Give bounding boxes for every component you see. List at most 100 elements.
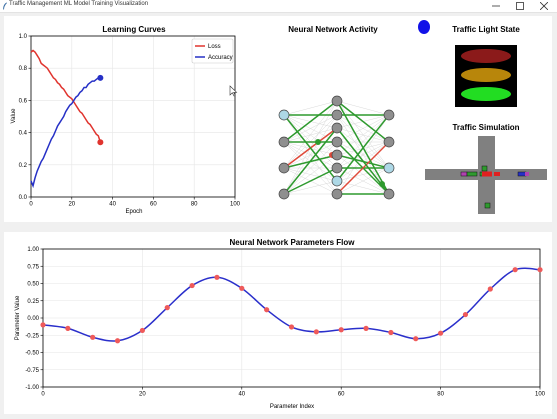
traffic-sim-plot: Traffic Simulation	[425, 123, 547, 214]
nn-edge	[283, 154, 338, 195]
nn-node	[331, 136, 343, 148]
parameter-point	[313, 329, 319, 335]
x-tick-label: 40	[109, 202, 116, 208]
nn-edge	[336, 114, 390, 156]
parameter-point	[462, 311, 469, 318]
parameter-point	[189, 282, 195, 289]
nn-edge	[336, 180, 390, 195]
top-figure-svg: Learning Curves 0 20 40 60 80 100 0.0 0.2 0.4 0.6…	[11, 20, 547, 215]
nn-edge	[336, 167, 390, 195]
nn-active-edge	[336, 114, 390, 182]
loss-latest-point	[97, 139, 104, 146]
nn-active-edge	[336, 141, 390, 195]
parameter-point	[288, 324, 295, 330]
x-tick-label: 0	[29, 202, 33, 208]
learning-curves-grid	[30, 35, 236, 198]
nn-activity-title: Neural Network Activity	[288, 25, 378, 34]
nn-edge	[283, 100, 338, 116]
nn-edge	[283, 114, 338, 143]
x-tick-label: 40	[238, 392, 245, 398]
x-tick-label: 20	[68, 202, 75, 208]
y-tick-label: -0.25	[25, 333, 39, 339]
window-titlebar: Traffic Management ML Model Training Vis…	[0, 0, 557, 13]
y-tick-label: -1.00	[25, 385, 39, 391]
nn-edge	[336, 114, 390, 143]
nn-edge	[283, 127, 338, 143]
nn-active-edge	[283, 167, 338, 195]
x-tick-label: 60	[338, 392, 345, 398]
y-tick-label: 1.0	[19, 34, 28, 40]
nn-node	[331, 122, 343, 134]
maximize-button[interactable]	[509, 0, 533, 12]
nn-active-edge	[336, 100, 390, 143]
learning-curves-title: Learning Curves	[102, 25, 166, 34]
params-flow-grid	[42, 248, 541, 388]
parameter-point	[338, 327, 344, 333]
nn-activity-plot: Neural Network Activity	[278, 20, 430, 200]
learning-curves-legend: Loss Accuracy	[191, 38, 234, 64]
car-east-purple	[525, 172, 529, 176]
nn-node	[331, 109, 343, 121]
nn-edge	[283, 141, 338, 195]
parameter-point	[512, 267, 518, 273]
close-icon	[540, 2, 548, 10]
traffic-light-green-lamp	[461, 87, 511, 101]
nn-edge	[336, 100, 390, 169]
parameter-point	[139, 327, 145, 334]
accuracy-line	[30, 77, 101, 189]
minimize-button[interactable]	[485, 0, 509, 12]
params-flow-series	[40, 267, 543, 344]
parameter-point	[65, 325, 71, 331]
nn-node	[278, 136, 290, 148]
traffic-light-title: Traffic Light State	[452, 25, 520, 34]
bottom-figure-svg: Neural Network Parameters Flow 0 20 40 60 80…	[15, 238, 546, 410]
nn-edge	[283, 180, 338, 195]
legend-accuracy-label: Accuracy	[208, 55, 233, 61]
params-flow-ticks: 0 20 40 60 80 100 -1.00 -0.75 -0.50 -0.25 0.00 0.25…	[25, 247, 545, 398]
traffic-light-yellow-lamp	[461, 68, 511, 82]
activity-indicator-dot	[418, 20, 430, 34]
parameter-point	[438, 330, 444, 336]
nn-node	[278, 162, 290, 174]
close-button[interactable]	[533, 0, 557, 12]
parameter-curve	[42, 267, 541, 342]
x-tick-label: 20	[139, 392, 146, 398]
parameter-point	[537, 267, 543, 273]
nn-node	[331, 95, 343, 107]
params-flow-xlabel: Parameter Index	[270, 404, 314, 410]
parameter-point	[239, 285, 245, 291]
nn-edge	[336, 100, 390, 116]
minimize-icon	[492, 5, 500, 7]
nn-active-edge	[283, 127, 338, 195]
x-tick-label: 100	[535, 392, 546, 398]
nn-edge	[336, 167, 390, 182]
nn-edge	[336, 114, 390, 169]
parameter-point	[363, 325, 369, 331]
car-south	[484, 202, 491, 209]
nn-edge	[336, 141, 390, 169]
y-tick-label: 0.75	[27, 264, 39, 270]
car-north	[481, 165, 488, 172]
parameter-point	[413, 336, 419, 342]
nn-node	[278, 109, 290, 121]
nn-signal-dot	[315, 139, 321, 145]
parameter-point	[214, 274, 220, 280]
y-tick-label: 0.00	[27, 316, 39, 322]
nn-active-edge	[283, 100, 338, 143]
loss-line	[30, 49, 102, 143]
y-tick-label: 0.2	[19, 163, 28, 169]
x-tick-label: 0	[41, 392, 45, 398]
x-tick-label: 60	[150, 202, 157, 208]
car-east-red	[494, 172, 500, 176]
parameter-point	[264, 307, 270, 313]
nn-edges	[283, 100, 390, 195]
nn-node	[331, 175, 343, 187]
nn-edge	[336, 114, 390, 195]
params-flow-title: Neural Network Parameters Flow	[230, 238, 356, 247]
learning-curves-series	[30, 49, 104, 189]
car-east-blue	[517, 171, 527, 177]
nn-node	[383, 136, 395, 148]
bottom-figure-canvas: Neural Network Parameters Flow 0 20 40 60 80…	[4, 232, 552, 414]
parameter-point	[114, 338, 121, 344]
traffic-light-red-lamp	[461, 49, 511, 63]
